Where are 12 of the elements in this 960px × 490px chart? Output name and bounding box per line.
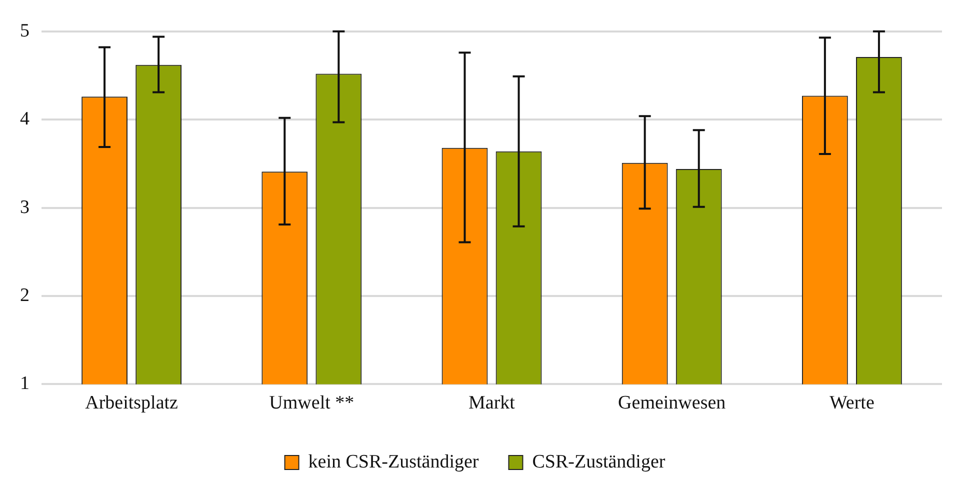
x-tick-label: Gemeinwesen — [618, 392, 726, 414]
x-tick-label: Arbeitsplatz — [85, 392, 178, 414]
x-tick-label: Werte — [830, 392, 874, 414]
legend-label: kein CSR-Zuständiger — [308, 451, 480, 472]
y-tick-label: 5 — [20, 20, 30, 42]
x-tick-label: Umwelt ** — [269, 392, 354, 414]
y-tick-label: 1 — [20, 373, 30, 394]
y-tick-label: 3 — [20, 196, 30, 218]
x-tick-label: Markt — [468, 392, 516, 414]
y-tick-label: 4 — [20, 108, 30, 130]
legend-label: CSR-Zuständiger — [532, 451, 666, 472]
y-tick-label: 2 — [20, 284, 30, 306]
